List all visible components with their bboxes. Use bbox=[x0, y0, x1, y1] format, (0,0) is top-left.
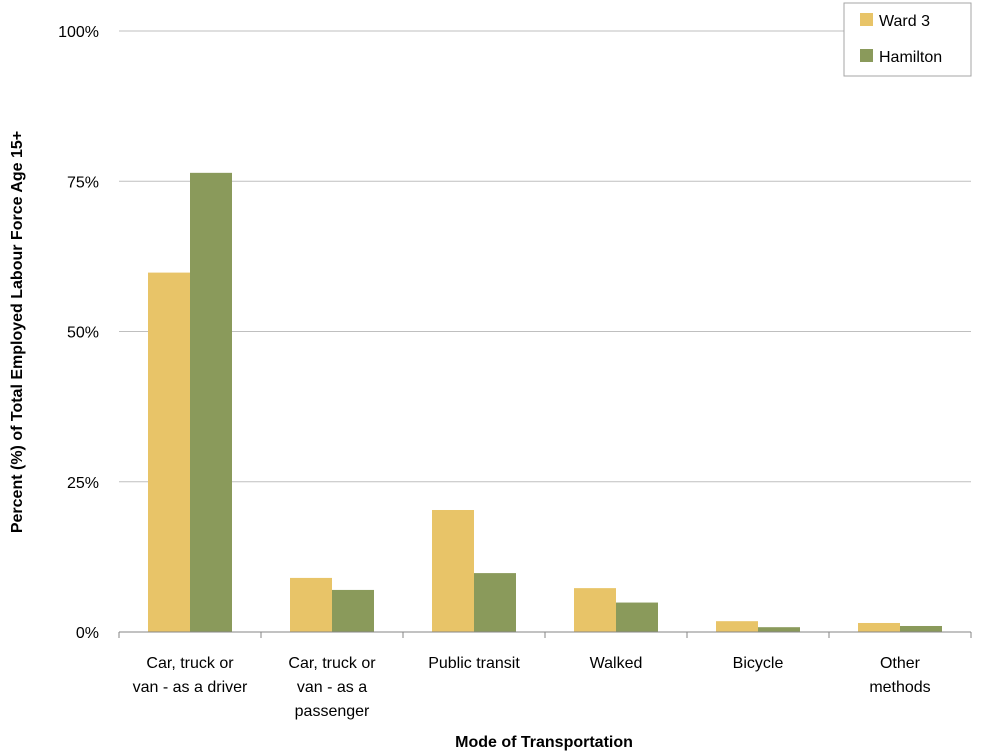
bars bbox=[148, 172, 942, 632]
bar-hamilton bbox=[474, 573, 516, 632]
y-tick-label: 75% bbox=[67, 174, 99, 191]
axes bbox=[118, 631, 972, 638]
legend-swatch bbox=[860, 13, 873, 26]
bar-hamilton bbox=[190, 172, 232, 632]
x-axis-title: Mode of Transportation bbox=[455, 734, 633, 751]
y-tick-label: 25% bbox=[67, 475, 99, 492]
bar-ward-3 bbox=[716, 621, 758, 632]
bar-ward-3 bbox=[574, 588, 616, 632]
bar-hamilton bbox=[758, 627, 800, 632]
x-tick-label: van - as a driver bbox=[133, 679, 248, 696]
y-axis-title: Percent (%) of Total Employed Labour For… bbox=[9, 131, 26, 533]
bar-ward-3 bbox=[290, 577, 332, 632]
x-tick-label: Car, truck or bbox=[146, 655, 234, 672]
bar-hamilton bbox=[616, 602, 658, 632]
x-tick-label: methods bbox=[869, 679, 930, 696]
x-tick-label: Other bbox=[880, 655, 921, 672]
y-tick-label: 50% bbox=[67, 325, 99, 342]
legend: Ward 3 Hamilton bbox=[843, 2, 972, 77]
x-tick-label: passenger bbox=[295, 703, 370, 720]
y-tick-label: 100% bbox=[58, 24, 99, 41]
legend-swatch bbox=[860, 49, 873, 62]
x-tick-label: van - as a bbox=[297, 679, 367, 696]
bar-ward-3 bbox=[858, 622, 900, 632]
bar-hamilton bbox=[332, 589, 374, 632]
x-tick-label: Public transit bbox=[428, 655, 520, 672]
bar-ward-3 bbox=[148, 272, 190, 632]
legend-label: Ward 3 bbox=[879, 13, 930, 30]
bar-hamilton bbox=[900, 625, 942, 632]
x-tick-label: Car, truck or bbox=[288, 655, 376, 672]
bar-ward-3 bbox=[432, 509, 474, 632]
legend-label: Hamilton bbox=[879, 49, 942, 66]
labels: Mode of Transportation Percent (%) of To… bbox=[9, 24, 931, 751]
x-tick-label: Bicycle bbox=[733, 655, 784, 672]
gridlines bbox=[119, 30, 971, 483]
y-tick-label: 0% bbox=[76, 625, 99, 642]
x-tick-label: Walked bbox=[590, 655, 643, 672]
